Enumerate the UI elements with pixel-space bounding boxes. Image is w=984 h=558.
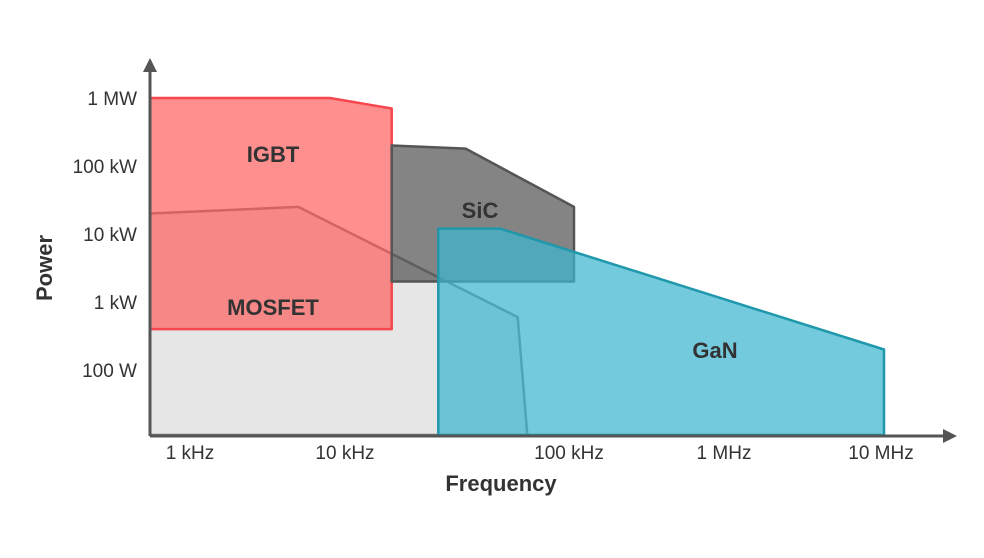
y-axis-title: Power <box>32 235 57 301</box>
region-labels-layer: MOSFET IGBT SiC GaN <box>227 142 737 363</box>
x-axis-arrow-icon <box>943 429 957 443</box>
region-label-mosfet: MOSFET <box>227 295 319 320</box>
x-tick-label: 10 kHz <box>315 443 374 464</box>
region-gan <box>437 227 886 437</box>
x-tick-label: 10 MHz <box>848 443 913 464</box>
x-axis-title: Frequency <box>445 471 557 496</box>
region-label-gan: GaN <box>692 338 737 363</box>
tick-labels-layer: 1 kHz 10 kHz 100 kHz 1 MHz 10 MHz 1 MW 100 kW 1… <box>73 89 914 464</box>
x-tick-label: 1 MHz <box>697 443 752 464</box>
region-label-sic: SiC <box>462 198 499 223</box>
axes-layer <box>143 58 957 443</box>
y-tick-label: 1 kW <box>94 293 137 314</box>
y-tick-label: 10 kW <box>83 225 137 246</box>
region-label-igbt: IGBT <box>247 142 300 167</box>
regions-layer <box>148 96 886 437</box>
y-tick-label: 1 MW <box>87 89 137 110</box>
y-tick-label: 100 kW <box>73 157 137 178</box>
y-tick-label: 100 W <box>82 361 137 382</box>
x-tick-label: 1 kHz <box>166 443 215 464</box>
y-axis-arrow-icon <box>143 58 157 72</box>
x-tick-label: 100 kHz <box>534 443 604 464</box>
